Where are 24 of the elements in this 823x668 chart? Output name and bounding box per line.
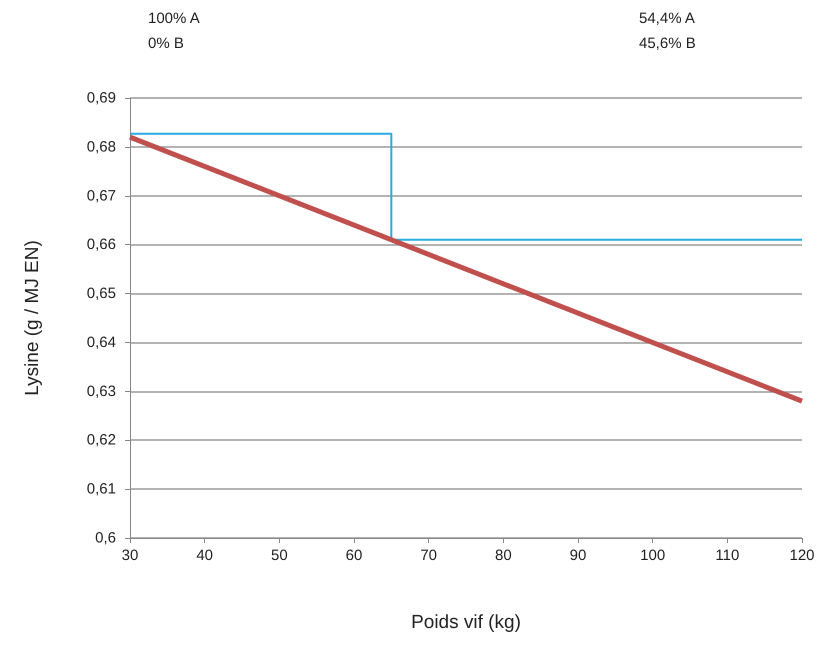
x-tick-label: 90 — [570, 547, 586, 564]
x-tick-label: 120 — [789, 547, 815, 564]
text: 100% A 0% B — [148, 10, 200, 52]
x-axis-title: Poids vif (kg) — [411, 612, 521, 633]
text: 54,4% A 45,6% B — [639, 10, 696, 52]
y-tick-label: 0,65 — [86, 285, 116, 302]
y-tick-label: 0,67 — [86, 187, 116, 204]
y-tick-label: 0,68 — [86, 138, 116, 156]
y-tick-label: 0,6 — [95, 530, 116, 546]
y-tick-label: 0,66 — [86, 236, 116, 254]
y-tick-label: 0,62 — [86, 432, 116, 449]
y-tick-label: 0,61 — [86, 480, 116, 498]
x-tick-label: 110 — [715, 547, 740, 564]
x-tick-label: 70 — [420, 547, 438, 564]
x-tick-label: 80 — [494, 547, 512, 564]
y-tick-label: 0,69 — [86, 90, 116, 106]
x-tick-label: 40 — [196, 547, 214, 564]
x-tick-label: 50 — [270, 547, 288, 564]
y-tick-label: 0,64 — [86, 334, 116, 351]
y-axis-title: Lysine (g / MJ EN) — [22, 240, 43, 396]
y-tick-label: 0,63 — [86, 382, 116, 400]
x-tick-label: 60 — [346, 547, 362, 564]
x-tick-label: 100 — [640, 547, 666, 564]
x-tick-label: 30 — [122, 547, 138, 564]
